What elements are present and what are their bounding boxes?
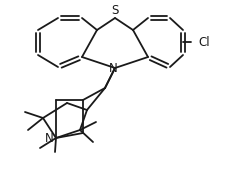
Text: Cl: Cl — [197, 35, 209, 49]
Text: N: N — [45, 132, 54, 144]
Text: S: S — [111, 4, 118, 17]
Text: N: N — [108, 62, 117, 74]
